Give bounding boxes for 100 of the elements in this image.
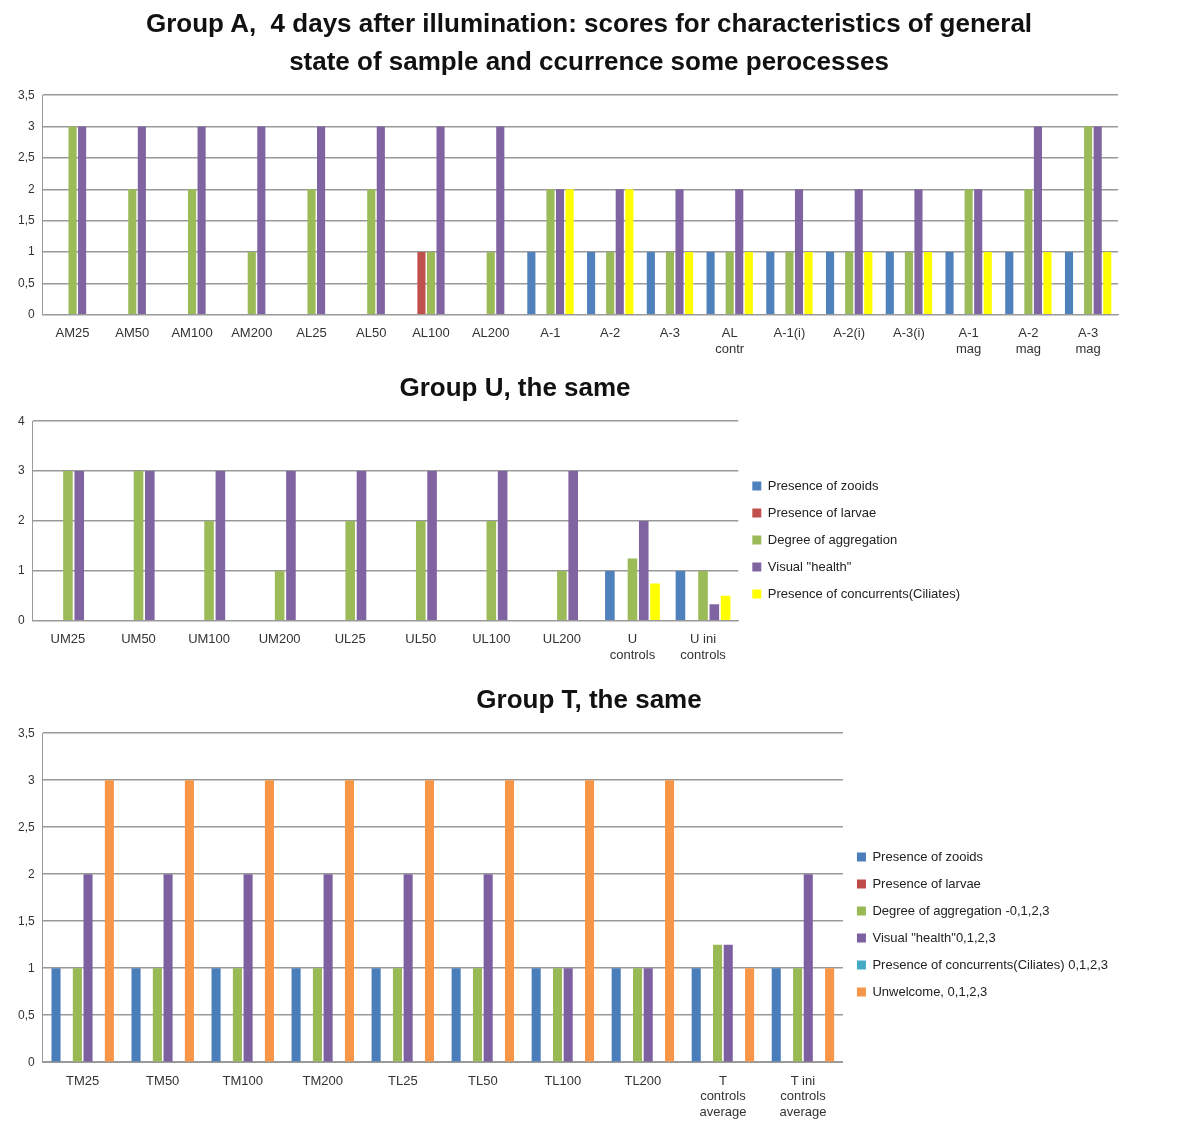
- bar: [131, 968, 141, 1062]
- bar: [625, 189, 634, 315]
- x-tick-label: TL25: [387, 1072, 418, 1088]
- y-tick-label: 3: [27, 772, 35, 787]
- x-tick-label: TM200: [302, 1072, 344, 1088]
- y-tick-label: 2: [17, 513, 25, 528]
- bar: [964, 189, 973, 315]
- bar: [145, 471, 155, 621]
- y-tick-label: 1,5: [17, 913, 35, 928]
- bar: [197, 126, 206, 315]
- x-tick-label: UL25: [334, 631, 366, 647]
- bar: [1064, 252, 1074, 315]
- bar: [914, 189, 923, 315]
- x-tick-label: UM25: [50, 631, 86, 647]
- bar: [417, 252, 426, 315]
- bar: [1024, 189, 1033, 315]
- x-tick-label: AM50: [115, 325, 150, 341]
- x-tick-label: TM25: [66, 1072, 100, 1088]
- x-tick-label: U ini controls: [680, 631, 727, 662]
- x-tick-label: UL200: [542, 631, 582, 647]
- bar: [257, 126, 266, 315]
- x-tick-label: A-3(i): [893, 325, 925, 341]
- bar: [627, 558, 638, 621]
- bar: [345, 521, 356, 621]
- y-tick-label: 1: [27, 244, 35, 259]
- bar: [794, 189, 804, 315]
- bar: [68, 126, 77, 315]
- bar: [633, 968, 643, 1062]
- y-tick-label: 1,5: [17, 213, 35, 227]
- bar: [504, 780, 515, 1062]
- x-tick-label: AM100: [171, 325, 213, 341]
- y-tick-label: 3: [17, 463, 25, 478]
- bar: [1043, 252, 1052, 315]
- x-tick-label: TL200: [624, 1072, 662, 1088]
- x-tick-label: UM50: [121, 631, 156, 647]
- bar: [615, 189, 624, 315]
- bar: [557, 570, 567, 621]
- bar: [104, 780, 114, 1062]
- x-tick-label: A-2: [600, 325, 621, 341]
- bar: [725, 252, 734, 315]
- x-tick-label: TM100: [222, 1072, 263, 1088]
- bar: [745, 968, 755, 1062]
- bar: [904, 252, 913, 315]
- bar: [565, 189, 574, 315]
- bar: [291, 968, 301, 1062]
- chart-title: Group A, 4 days after illumination: scores for characteristics of general state of sample and ccurrence some perocesses: [144, 7, 1034, 78]
- bar: [552, 968, 563, 1062]
- y-tick-label: 2,5: [17, 150, 35, 165]
- y-tick-label: 0: [27, 1054, 35, 1069]
- x-tick-label: AL contr: [715, 325, 745, 356]
- bar: [367, 189, 376, 315]
- bar: [638, 521, 649, 621]
- bar: [709, 604, 720, 621]
- bar: [72, 968, 82, 1062]
- bar: [451, 968, 461, 1062]
- y-tick-label: 3,5: [17, 725, 35, 740]
- bar: [424, 780, 435, 1062]
- bar: [483, 874, 493, 1062]
- bar: [665, 780, 675, 1062]
- bar: [785, 252, 794, 315]
- bar: [611, 968, 621, 1062]
- bar: [825, 252, 835, 315]
- bar: [486, 521, 497, 621]
- y-tick-label: 0,5: [17, 1007, 35, 1022]
- x-tick-label: UL100: [472, 631, 511, 647]
- x-tick-label: UM200: [258, 631, 301, 647]
- x-tick-label: AM200: [231, 325, 273, 341]
- bar: [606, 252, 615, 315]
- bar: [527, 252, 536, 315]
- legend-label: Presence of concurrents(Ciliates): [767, 585, 961, 601]
- legend-label: Unwelcome, 0,1,2,3: [872, 983, 988, 999]
- bar: [885, 252, 894, 315]
- bar: [436, 126, 445, 315]
- x-tick-label: A-1(i): [773, 325, 806, 341]
- bar: [392, 968, 402, 1062]
- bar: [744, 252, 753, 315]
- bar: [546, 189, 555, 315]
- bar: [665, 252, 675, 315]
- bar: [187, 189, 197, 315]
- y-tick-label: 0: [17, 613, 25, 628]
- bar: [720, 595, 731, 621]
- bar: [163, 874, 173, 1062]
- legend-label: Presence of larvae: [767, 504, 877, 520]
- bar: [646, 252, 655, 315]
- x-tick-label: A-3: [659, 325, 681, 341]
- bar: [584, 780, 595, 1062]
- bar: [675, 189, 684, 315]
- bar: [317, 126, 326, 315]
- y-tick-label: 0: [27, 307, 35, 322]
- x-tick-label: AM25: [55, 325, 90, 341]
- bar: [83, 874, 93, 1062]
- y-tick-label: 1: [17, 563, 25, 578]
- legend-label: Visual "health"0,1,2,3: [872, 929, 996, 945]
- bar: [128, 189, 137, 315]
- legend-label: Presence of zooids: [767, 477, 879, 493]
- y-tick-label: 2: [27, 181, 35, 196]
- y-tick-label: 0,5: [17, 275, 35, 290]
- bar: [1084, 126, 1093, 315]
- bar: [78, 126, 87, 315]
- x-tick-label: A-3 mag: [1075, 325, 1101, 356]
